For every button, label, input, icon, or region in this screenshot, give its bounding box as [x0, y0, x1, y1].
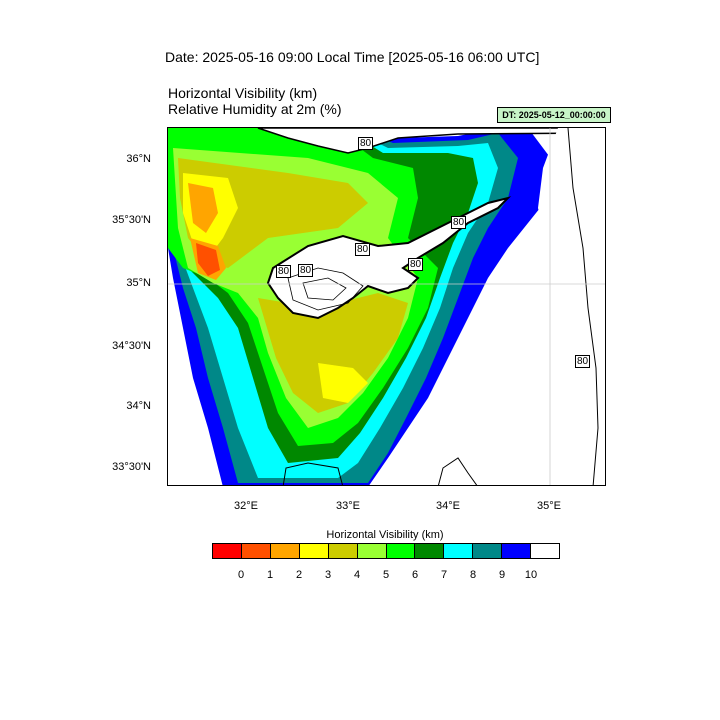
legend-swatch [213, 544, 242, 558]
legend-swatch [299, 544, 329, 558]
lat-label: 34°N [126, 400, 151, 412]
legend-swatch [241, 544, 271, 558]
rh-contour-label: 80 [408, 258, 424, 271]
legend-swatch [357, 544, 387, 558]
legend-swatch [473, 544, 503, 558]
legend-tick-label: 2 [295, 569, 303, 581]
legend-tick-label: 0 [237, 569, 245, 581]
map-canvas [168, 128, 605, 485]
terrain-contour [287, 267, 364, 311]
legend-title: Horizontal Visibility (km) [326, 529, 444, 541]
lon-label: 33°E [336, 500, 360, 512]
levant-coastline [567, 128, 599, 485]
visibility-band-0-1 [196, 243, 220, 276]
legend-swatch [270, 544, 300, 558]
turkey-landmass [257, 128, 605, 154]
legend-swatch [415, 544, 445, 558]
visibility-band-3-4-south [258, 293, 408, 413]
legend-tick-label: 3 [324, 569, 332, 581]
lat-label: 35°N [126, 277, 151, 289]
legend-swatch [386, 544, 416, 558]
rh-contour-label: 80 [276, 265, 292, 278]
model-init-badge: DT: 2025-05-12_00:00:00 [497, 107, 611, 123]
rh-contour-label: 80 [358, 137, 374, 150]
lon-label: 32°E [234, 500, 258, 512]
forecast-date-header: Date: 2025-05-16 09:00 Local Time [2025-… [165, 49, 540, 65]
egypt-coast [438, 457, 478, 485]
legend-tick-label: 1 [266, 569, 274, 581]
visibility-band-2-3-south [318, 363, 368, 403]
visibility-band-1-2 [188, 183, 218, 233]
lat-label: 33°30'N [112, 461, 151, 473]
secondary-variable-title: Relative Humidity at 2m (%) [168, 101, 342, 117]
terrain-contour-inner [302, 277, 347, 301]
primary-variable-title: Horizontal Visibility (km) [168, 85, 318, 101]
legend-tick-label: 7 [440, 569, 448, 581]
legend-swatch [502, 544, 532, 558]
rh-contour-label: 80 [451, 216, 467, 229]
rh-contour-label: 80 [575, 355, 591, 368]
legend-swatch [531, 544, 560, 558]
legend-swatch [328, 544, 358, 558]
lon-label: 35°E [537, 500, 561, 512]
lon-label: 34°E [436, 500, 460, 512]
legend-tick-label: 4 [353, 569, 361, 581]
lat-label: 34°30'N [112, 340, 151, 352]
legend-tick-label: 8 [469, 569, 477, 581]
legend-swatch [444, 544, 474, 558]
legend-tick-label: 5 [382, 569, 390, 581]
rh-contour-label: 80 [298, 264, 314, 277]
legend-tick-label: 10 [524, 569, 538, 581]
legend-tick-label: 6 [411, 569, 419, 581]
lat-label: 36°N [126, 153, 151, 165]
rh-contour-south [282, 462, 343, 485]
lat-label: 35°30'N [112, 214, 151, 226]
color-legend-bar [212, 543, 560, 559]
levant-landmass [538, 128, 605, 485]
legend-tick-label: 9 [498, 569, 506, 581]
rh-contour-label: 80 [355, 243, 371, 256]
visibility-map: 80 80 80 80 80 80 80 [167, 127, 606, 486]
